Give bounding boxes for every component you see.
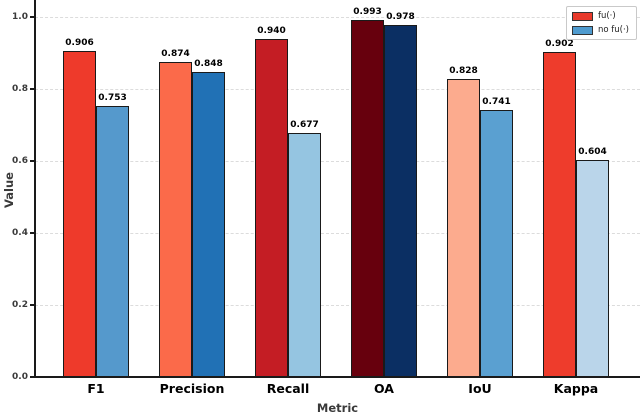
bar-oa-no-fu [384,24,417,377]
bar-value-label: 0.906 [65,37,94,48]
y-tick-label: 0.2 [12,300,28,310]
legend-swatch-blue [571,25,593,35]
bar-value-label: 0.940 [257,25,286,36]
y-axis-label: Value [2,172,16,208]
bar-iou-fu [447,78,480,377]
bar-recall-fu [255,38,288,377]
y-axis-line [34,0,36,377]
legend-label-fu: fu(·) [597,11,616,21]
bar-f1-fu [63,50,96,377]
y-tick-mark [30,232,34,234]
y-tick-label: 0.8 [12,84,28,94]
y-tick-mark [30,160,34,162]
legend-entry-no-fu: no fu(·) [571,25,629,35]
gridline [35,89,640,90]
x-category-label-kappa: Kappa [553,381,599,396]
bar-value-label: 0.978 [386,11,415,22]
y-tick-label: 1.0 [12,12,28,22]
bar-iou-no-fu [480,110,513,377]
bar-value-label: 0.828 [449,65,478,76]
y-tick-mark [30,16,34,18]
bar-value-label: 0.848 [194,58,223,69]
y-tick-label: 0.6 [12,156,28,166]
y-tick-mark [30,304,34,306]
bar-value-label: 0.874 [161,49,190,60]
gridline [35,233,640,234]
bar-kappa-no-fu [576,159,609,377]
legend-label-no-fu: no fu(·) [597,25,629,35]
bar-value-label: 0.753 [98,92,127,103]
y-tick-label: 0.0 [12,372,28,382]
x-category-label-oa: OA [374,381,394,396]
plot-area: 0.906 0.753 0.874 0.848 0.940 0.677 0.993 0.978… [35,0,640,377]
gridline [35,305,640,306]
bar-kappa-fu [543,52,576,377]
bar-value-label: 0.741 [482,97,511,108]
bar-precision-no-fu [192,71,225,377]
x-category-label-iou: IoU [468,381,492,396]
bar-precision-fu [159,62,192,377]
bar-value-label: 0.604 [578,146,607,157]
legend-entry-fu: fu(·) [571,11,629,21]
bar-value-label: 0.993 [353,6,382,17]
gridline [35,161,640,162]
bar-value-label: 0.902 [545,39,574,50]
bar-oa-fu [351,19,384,377]
x-axis-line [34,376,640,378]
bar-f1-no-fu [96,105,129,377]
bar-recall-no-fu [288,133,321,377]
y-tick-mark [30,376,34,378]
x-category-label-recall: Recall [266,381,310,396]
y-tick-label: 0.4 [12,228,28,238]
gridline [35,17,640,18]
legend-swatch-red [571,11,593,21]
bar-value-label: 0.677 [290,120,319,131]
legend: fu(·) no fu(·) [565,6,637,40]
y-tick-mark [30,88,34,90]
x-axis-label: Metric [316,401,359,415]
x-category-label-precision: Precision [159,381,225,396]
x-category-label-f1: F1 [87,381,105,396]
